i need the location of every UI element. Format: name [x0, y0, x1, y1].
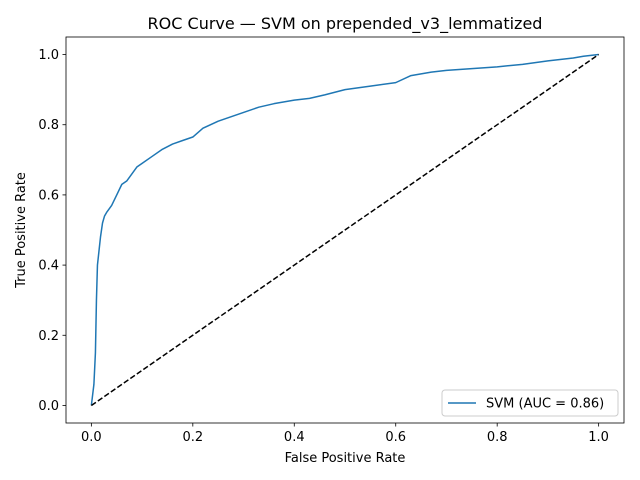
legend-box — [441, 389, 619, 417]
plot-frame — [65, 36, 625, 424]
x-axis-label: False Positive Rate — [285, 451, 406, 466]
y-axis-label: True Positive Rate — [14, 172, 29, 289]
x-tick-label: 0.8 — [487, 430, 508, 445]
x-tick-label: 0.2 — [182, 430, 203, 445]
x-tick-label: 1.0 — [588, 430, 609, 445]
chance-diagonal-line — [90, 53, 600, 407]
y-tick-label: 0.2 — [38, 329, 59, 344]
x-tick-label: 0.4 — [284, 430, 305, 445]
y-tick-label: 0.4 — [38, 259, 59, 274]
x-tick-label: 0.6 — [385, 430, 406, 445]
y-tick-label: 0.6 — [38, 188, 59, 203]
legend-label: SVM (AUC = 0.86) — [486, 397, 604, 412]
y-tick-label: 1.0 — [38, 48, 59, 63]
y-tick-label: 0.8 — [38, 118, 59, 133]
y-tick-label: 0.0 — [38, 399, 59, 414]
plot-area: 0.0 0.2 0.4 0.6 0.8 1.0 0.0 0.2 0.4 0.6 0.8 1.0 SVM … — [38, 36, 625, 445]
chart-title: ROC Curve — SVM on prepended_v3_lemmatiz… — [148, 14, 543, 34]
x-tick-label: 0.0 — [81, 430, 102, 445]
roc-curve-line — [90, 53, 599, 406]
